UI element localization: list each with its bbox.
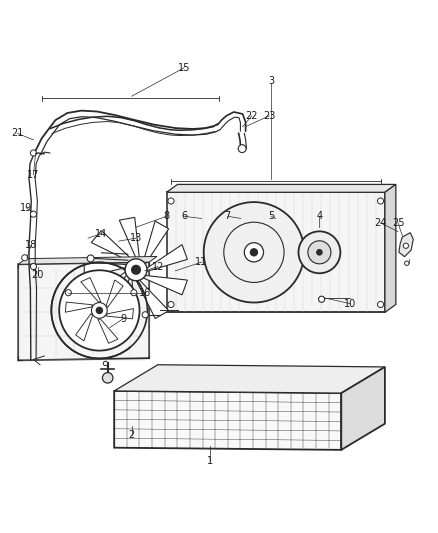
Polygon shape [265, 217, 290, 251]
Polygon shape [81, 278, 101, 302]
Text: 4: 4 [316, 211, 322, 221]
Text: 14: 14 [95, 229, 107, 239]
Circle shape [308, 241, 331, 264]
Text: 20: 20 [32, 270, 44, 280]
Text: 10: 10 [344, 298, 356, 309]
Text: 21: 21 [11, 128, 24, 139]
Polygon shape [120, 278, 135, 322]
Polygon shape [91, 230, 132, 261]
Circle shape [30, 150, 36, 156]
Circle shape [132, 265, 141, 274]
Circle shape [30, 211, 36, 217]
Circle shape [251, 249, 258, 256]
Text: 8: 8 [163, 211, 170, 221]
Circle shape [87, 255, 94, 262]
Text: 23: 23 [263, 111, 276, 121]
Polygon shape [385, 184, 396, 312]
Circle shape [405, 261, 409, 265]
Text: 5: 5 [268, 211, 275, 221]
Text: 12: 12 [152, 262, 164, 271]
Text: 19: 19 [20, 203, 32, 213]
Circle shape [378, 198, 384, 204]
Circle shape [102, 373, 113, 383]
Circle shape [59, 270, 140, 351]
Polygon shape [65, 302, 93, 312]
Polygon shape [261, 259, 298, 271]
Circle shape [30, 263, 36, 270]
Polygon shape [18, 256, 157, 264]
Polygon shape [114, 365, 385, 393]
Polygon shape [106, 309, 134, 319]
Circle shape [125, 259, 147, 281]
Polygon shape [217, 254, 243, 287]
Text: 2: 2 [128, 430, 135, 440]
Polygon shape [341, 367, 385, 450]
Text: 25: 25 [392, 218, 404, 228]
Polygon shape [18, 262, 149, 360]
Polygon shape [143, 221, 169, 264]
Circle shape [204, 202, 304, 303]
Text: 24: 24 [374, 218, 387, 228]
Circle shape [378, 302, 384, 308]
Polygon shape [166, 184, 396, 192]
Circle shape [168, 302, 174, 308]
Polygon shape [136, 280, 169, 319]
Circle shape [131, 289, 137, 296]
Text: 13: 13 [130, 233, 142, 243]
Text: 9: 9 [120, 314, 126, 324]
Circle shape [142, 312, 148, 318]
Circle shape [238, 144, 246, 152]
Polygon shape [84, 262, 127, 278]
Text: 22: 22 [245, 111, 258, 121]
Polygon shape [143, 276, 187, 295]
Circle shape [103, 361, 108, 366]
Polygon shape [76, 313, 92, 341]
Polygon shape [114, 391, 341, 450]
Polygon shape [98, 319, 118, 343]
Text: 16: 16 [139, 288, 151, 298]
Circle shape [92, 303, 107, 318]
Circle shape [65, 289, 71, 296]
Circle shape [298, 231, 340, 273]
Polygon shape [119, 217, 140, 260]
Polygon shape [238, 208, 258, 241]
Text: 3: 3 [268, 76, 275, 86]
Polygon shape [106, 280, 123, 308]
Circle shape [21, 255, 28, 261]
Polygon shape [210, 233, 246, 246]
Text: 18: 18 [25, 240, 37, 249]
Circle shape [317, 249, 322, 255]
Text: 7: 7 [225, 211, 231, 221]
Text: 1: 1 [207, 456, 213, 466]
Polygon shape [166, 192, 385, 312]
Circle shape [318, 296, 325, 302]
Circle shape [244, 243, 264, 262]
Polygon shape [147, 245, 187, 271]
Circle shape [168, 198, 174, 204]
Circle shape [96, 308, 102, 313]
Text: 6: 6 [181, 211, 187, 221]
Text: 11: 11 [195, 257, 208, 267]
Polygon shape [399, 233, 413, 257]
Polygon shape [92, 272, 127, 309]
Circle shape [403, 243, 409, 248]
Text: 17: 17 [27, 170, 39, 180]
Polygon shape [250, 264, 270, 296]
Text: 15: 15 [178, 63, 190, 73]
